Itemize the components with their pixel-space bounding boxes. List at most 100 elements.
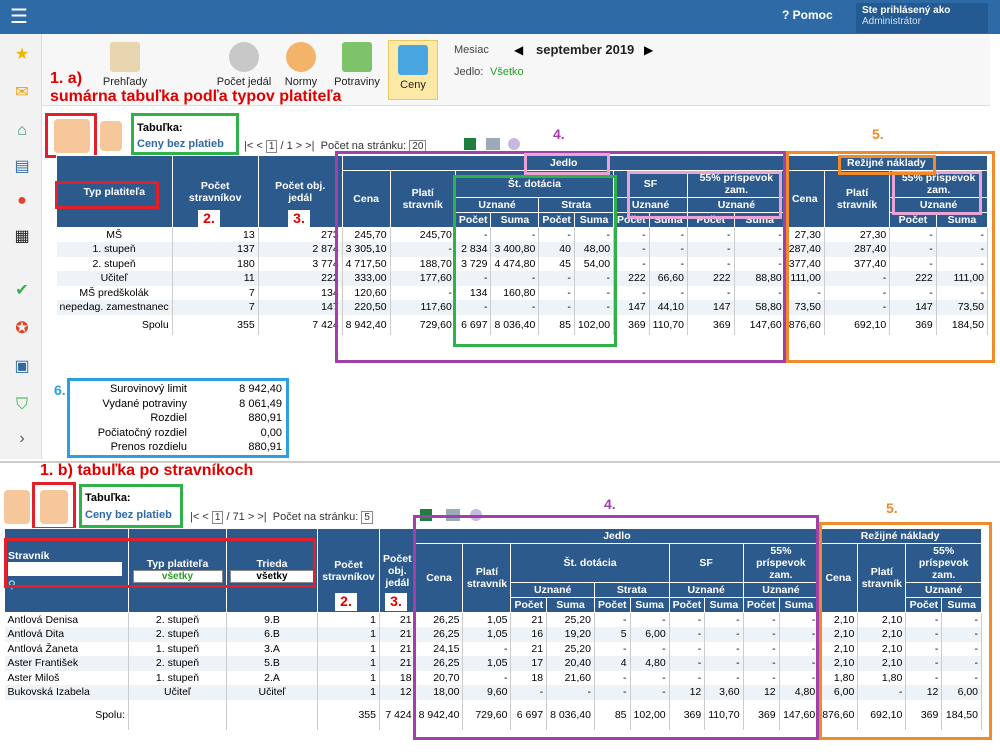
mail-icon[interactable]: ✉ [15, 84, 29, 101]
user-icon[interactable]: ● [17, 192, 27, 209]
cell: - [538, 300, 575, 315]
cell: - [889, 256, 937, 271]
cell: 12 [905, 685, 943, 700]
briefcase-icon[interactable]: ▣ [14, 358, 30, 375]
total-cell: 876,60 [785, 314, 825, 335]
cell: - [613, 256, 650, 271]
table-row[interactable]: Antlová Dita 2. stupeň 6.B 1 21 26,25 1,05 16 19… [4, 627, 982, 642]
annot-2b: 2. [335, 593, 357, 611]
cell: 137 [172, 242, 259, 257]
payer-types-icon[interactable] [54, 119, 90, 153]
bot-sub-suma: Suma [941, 597, 982, 613]
meals-button[interactable]: Počet jedál [214, 42, 274, 88]
per-page-input-b[interactable]: 5 [361, 511, 373, 524]
cell: 2,10 [818, 641, 859, 656]
total-cell: 369 [687, 314, 735, 335]
total-cell: 369 [669, 699, 706, 730]
shield-icon[interactable]: ⛉ [15, 396, 28, 413]
cell: 1 [317, 656, 380, 671]
total-cell: 729,60 [462, 699, 512, 730]
table-select-b[interactable]: Ceny bez platieb [85, 509, 172, 521]
total-cell: Spolu: [4, 699, 129, 730]
cell: - [538, 285, 575, 300]
highlight-dotacia [453, 175, 617, 347]
payer-types-icon-b[interactable] [4, 490, 30, 524]
next-month-button[interactable]: ▶ [644, 43, 654, 57]
cell: - [905, 670, 943, 685]
col-55-uzn: Uznané [686, 197, 786, 213]
total-cell: 7 424 [379, 699, 416, 730]
table-row[interactable]: Antlová Denisa 2. stupeň 9.B 1 21 26,25 1,05 21… [4, 612, 982, 627]
table-row[interactable]: Aster Miloš 1. stupeň 2.A 1 18 20,70-18 21,60-… [4, 670, 982, 685]
grade-icon[interactable]: ✪ [15, 320, 29, 337]
cell: Antlová Denisa [4, 612, 129, 627]
col-strata: Strata [538, 197, 615, 213]
book-icon[interactable]: ▤ [14, 158, 30, 175]
meal-select[interactable]: Všetko [490, 66, 524, 78]
table-row[interactable]: Aster František 2. stupeň 5.B 1 21 26,25 1,05 1… [4, 656, 982, 671]
prev-month-button[interactable]: ◀ [514, 43, 524, 57]
cell: 4,80 [630, 656, 670, 671]
cell: 26,25 [415, 612, 464, 627]
bot-sub-pocet: Počet [593, 597, 631, 613]
print-icon[interactable] [486, 138, 500, 150]
total-cell: 8 036,40 [490, 314, 540, 335]
cell: - [490, 271, 540, 286]
diner-icon[interactable] [100, 121, 122, 151]
annot-1b: 1. b) tabuľka po stravníkoch [40, 462, 254, 479]
help-link[interactable]: ? Pomoc [782, 8, 833, 22]
cell: - [704, 670, 744, 685]
total-cell: 729,60 [390, 314, 456, 335]
summary-block: Surovinový limit 8 942,40 Vydané potraviny… [72, 382, 282, 455]
type-filter[interactable]: všetky [132, 570, 223, 583]
cell: - [462, 641, 512, 656]
page-select[interactable]: 1 [265, 140, 278, 153]
calendar-icon[interactable]: ▦ [14, 228, 30, 245]
diner-icon-b[interactable] [40, 490, 68, 524]
top-sub-suma: Suma [490, 212, 540, 228]
home-icon[interactable]: ⌂ [17, 122, 27, 139]
col-55-b: 55% príspevok zam. [742, 543, 820, 583]
cell: 3 729 [455, 256, 492, 271]
table-row[interactable]: Antlová Žaneta 1. stupeň 3.A 1 21 24,15-21 25,… [4, 641, 982, 656]
reports-button[interactable]: Prehľady [100, 42, 150, 88]
cell: 25,20 [546, 612, 595, 627]
cell: 6.B [226, 627, 318, 642]
cell: 147 [613, 300, 650, 315]
price-tag-icon [398, 45, 428, 75]
user-menu[interactable]: Ste prihlásený ako Administrátor [856, 3, 988, 33]
cell: 16 [510, 627, 548, 642]
settings-icon[interactable] [508, 138, 520, 150]
star-icon[interactable]: ★ [14, 46, 30, 63]
page-select-b[interactable]: 1 [211, 511, 224, 524]
cell: - [630, 670, 670, 685]
name-search-input[interactable] [8, 562, 122, 576]
cell: 21 [379, 656, 416, 671]
cell: 2 874 [258, 242, 343, 257]
food-button[interactable]: Potraviny [332, 42, 382, 88]
cell: - [704, 641, 744, 656]
cell: - [824, 271, 891, 286]
cell: 7 [172, 285, 259, 300]
cell: 18 [379, 670, 416, 685]
cell: Aster Miloš [4, 670, 129, 685]
cell: 111,00 [785, 271, 825, 286]
table-row[interactable]: Bukovská Izabela Učiteľ Učiteľ 1 12 18,00 9,60… [4, 685, 982, 700]
cell: 180 [172, 256, 259, 271]
table-row: MŠ predškolák 7 134 120,60-134 160,80- - - - - - -… [56, 285, 989, 300]
cell: 13 [172, 227, 259, 242]
total-cell: 8 036,40 [546, 699, 595, 730]
diners-table: Stravník ⚲ Typ platiteľa všetky Trieda všet… [4, 528, 982, 730]
menu-icon[interactable]: ☰ [10, 6, 28, 28]
table-select[interactable]: Ceny bez platieb [137, 138, 224, 150]
total-cell: 6 697 [510, 699, 548, 730]
chevron-right-icon[interactable]: › [19, 430, 25, 447]
norms-button[interactable]: Normy [280, 42, 322, 88]
prices-button[interactable]: Ceny [388, 40, 438, 100]
cell: 2.A [226, 670, 318, 685]
check-icon[interactable]: ✔ [15, 282, 29, 299]
col-r-plati: Platí stravník [823, 170, 891, 228]
class-filter[interactable]: všetky [230, 570, 314, 583]
col-r-55-b: 55% príspevok zam. [905, 543, 982, 583]
excel-icon[interactable] [464, 138, 476, 150]
